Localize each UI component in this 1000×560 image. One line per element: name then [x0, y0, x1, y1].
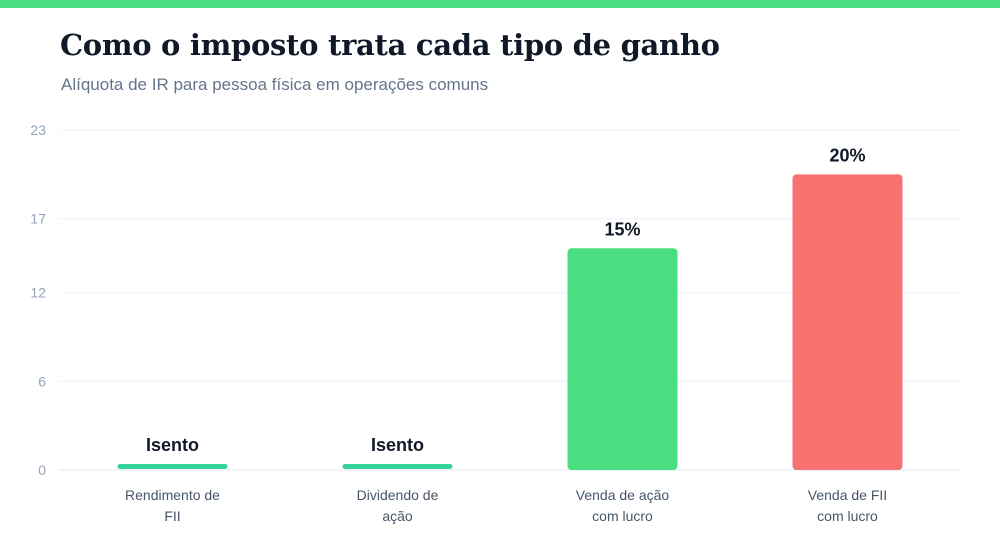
- top-accent-bar: [0, 0, 1000, 8]
- y-tick-label: 17: [30, 211, 46, 227]
- y-tick-label: 12: [30, 285, 46, 301]
- x-tick-label: ação: [382, 508, 413, 524]
- bar-exempt: [117, 464, 228, 469]
- bar: [792, 174, 903, 470]
- x-tick-label: FII: [164, 508, 180, 524]
- x-tick-label: com lucro: [817, 508, 878, 524]
- data-label: Isento: [146, 435, 199, 455]
- chart-title: Como o imposto trata cada tipo de ganho: [60, 28, 720, 62]
- y-tick-label: 6: [38, 373, 46, 389]
- x-tick-label: com lucro: [592, 508, 653, 524]
- x-tick-label: Venda de ação: [576, 487, 670, 503]
- x-tick-label: Rendimento de: [125, 487, 220, 503]
- data-label: Isento: [371, 435, 424, 455]
- data-label: 20%: [829, 145, 865, 165]
- bar: [567, 248, 678, 470]
- data-label: 15%: [604, 219, 640, 239]
- x-tick-label: Venda de FII: [808, 487, 887, 503]
- y-tick-label: 0: [38, 462, 46, 478]
- chart-subtitle: Alíquota de IR para pessoa física em ope…: [61, 75, 489, 94]
- y-tick-label: 23: [30, 122, 46, 138]
- bar-exempt: [342, 464, 453, 469]
- x-tick-label: Dividendo de: [357, 487, 439, 503]
